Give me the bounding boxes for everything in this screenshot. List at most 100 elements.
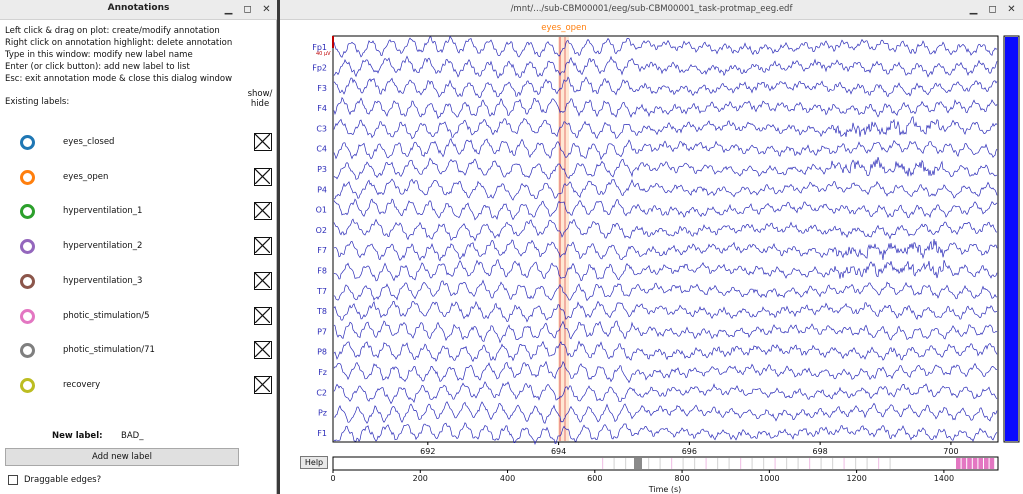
show-hide-checkbox[interactable] xyxy=(254,306,272,325)
show-hide-caption-line1: show/ xyxy=(247,89,273,99)
channel-label[interactable]: Fp1 xyxy=(312,43,327,52)
label-row: photic_stimulation/5 xyxy=(0,305,277,329)
channel-trace xyxy=(333,198,998,221)
overview-tick-label: 600 xyxy=(587,474,602,483)
channel-label[interactable]: C3 xyxy=(316,124,327,133)
overview-annotation-mark xyxy=(740,458,742,469)
label-color-icon[interactable] xyxy=(20,377,35,393)
overview-annotation-mark xyxy=(984,458,989,469)
overview-annotation-mark xyxy=(751,458,753,469)
overview-tick-label: 1000 xyxy=(759,474,779,483)
channel-trace xyxy=(333,157,998,180)
label-color-icon[interactable] xyxy=(20,308,35,324)
time-ticks: 692 694 696 698 700 xyxy=(420,442,959,456)
add-new-label-button[interactable]: Add new label xyxy=(5,448,239,466)
time-tick-label: 698 xyxy=(813,447,828,456)
overview-bar[interactable] xyxy=(332,456,999,471)
channel-label[interactable]: P3 xyxy=(317,165,327,174)
help-button[interactable]: Help xyxy=(300,456,328,469)
label-color-icon[interactable] xyxy=(20,135,35,150)
label-color-icon[interactable] xyxy=(20,343,35,359)
label-row: eyes_open xyxy=(0,166,277,190)
overview-annotation-mark xyxy=(671,458,673,469)
show-hide-checkbox[interactable] xyxy=(254,202,272,221)
new-label-caption: New label: xyxy=(52,431,103,441)
eeg-plot[interactable]: eyes_open 40 µV Fp1 Fp2 F3 F4 C3 C4 P3 P4 O1 O2 F7… xyxy=(280,20,1023,494)
channel-label[interactable]: O1 xyxy=(316,206,327,215)
minimize-icon[interactable]: ▁ xyxy=(969,4,978,15)
label-name: eyes_closed xyxy=(63,137,115,147)
channel-label[interactable]: F8 xyxy=(317,266,327,275)
channel-trace xyxy=(333,381,998,405)
close-icon[interactable]: ✕ xyxy=(262,4,271,15)
annotations-dialog: Annotations ▁ ◻ ✕ Left click & drag on p… xyxy=(0,0,277,494)
new-label-input[interactable]: BAD_ xyxy=(121,431,144,441)
overview-view-window[interactable] xyxy=(634,458,642,469)
overview-annotation-mark xyxy=(717,458,719,469)
channel-label[interactable]: O2 xyxy=(316,226,327,235)
label-color-icon[interactable] xyxy=(20,239,35,255)
channel-trace xyxy=(333,401,998,424)
channel-label[interactable]: C4 xyxy=(316,145,327,154)
overview-xlabel: Time (s) xyxy=(648,485,682,494)
channel-label[interactable]: F1 xyxy=(317,429,327,438)
maximize-icon[interactable]: ◻ xyxy=(243,4,252,15)
channel-label[interactable]: C2 xyxy=(316,388,327,397)
channel-label[interactable]: P4 xyxy=(317,185,327,194)
overview-tick-label: 0 xyxy=(330,474,335,483)
channel-label[interactable]: F3 xyxy=(317,84,327,93)
dialog-titlebar: Annotations ▁ ◻ ✕ xyxy=(0,0,277,20)
channel-trace xyxy=(333,138,998,161)
overview-annotation-mark xyxy=(978,458,983,469)
label-row: hyperventilation_3 xyxy=(0,270,277,294)
draggable-edges-checkbox[interactable] xyxy=(8,475,18,485)
eeg-traces xyxy=(333,35,998,446)
overview-annotation-mark xyxy=(648,458,650,469)
channel-label[interactable]: F7 xyxy=(317,246,327,255)
close-icon[interactable]: ✕ xyxy=(1007,4,1016,15)
channel-trace xyxy=(333,76,998,98)
label-row: hyperventilation_1 xyxy=(0,200,277,224)
channel-label[interactable]: Fp2 xyxy=(312,63,327,72)
instruction-line: Left click & drag on plot: create/modify… xyxy=(5,26,220,36)
channel-trace xyxy=(333,178,998,201)
channel-scrollbar-thumb[interactable] xyxy=(1005,37,1018,441)
scale-bar-label: 40 µV xyxy=(316,51,331,57)
show-hide-checkbox[interactable] xyxy=(254,167,272,186)
channel-label[interactable]: P8 xyxy=(317,348,327,357)
label-name: hyperventilation_3 xyxy=(63,275,143,286)
time-tick-label: 696 xyxy=(682,447,697,456)
channel-label[interactable]: P7 xyxy=(317,327,327,336)
overview-tick-label: 400 xyxy=(500,474,515,483)
show-hide-checkbox[interactable] xyxy=(254,133,272,151)
plot-frame xyxy=(332,35,999,443)
show-hide-checkbox[interactable] xyxy=(254,341,272,360)
label-color-icon[interactable] xyxy=(20,204,35,220)
browser-title: /mnt/.../sub-CBM00001/eeg/sub-CBM00001_t… xyxy=(510,4,793,14)
show-hide-checkbox[interactable] xyxy=(254,271,272,290)
minimize-icon[interactable]: ▁ xyxy=(224,4,233,15)
overview-annotation-mark xyxy=(972,458,978,469)
instruction-line: Right click on annotation highlight: del… xyxy=(5,38,233,48)
show-hide-checkbox[interactable] xyxy=(254,375,272,394)
overview-tick-label: 1200 xyxy=(846,474,866,483)
label-color-icon[interactable] xyxy=(20,273,35,289)
show-hide-checkbox[interactable] xyxy=(254,237,272,256)
channel-trace xyxy=(333,340,998,363)
label-color-icon[interactable] xyxy=(20,169,35,185)
label-row: hyperventilation_2 xyxy=(0,235,277,259)
overview-annotation-mark xyxy=(763,458,765,469)
channel-label[interactable]: T7 xyxy=(316,287,327,296)
channel-label[interactable]: T8 xyxy=(316,307,327,316)
overview-annotation-mark xyxy=(705,458,707,469)
channel-label[interactable]: Fz xyxy=(318,368,327,377)
instruction-line: Type in this window: modify new label na… xyxy=(5,50,193,60)
overview-annotation-mark xyxy=(989,458,995,469)
overview-annotation-mark xyxy=(659,458,661,469)
annotation-span-eyes-open[interactable] xyxy=(558,37,569,441)
existing-labels-caption: Existing labels: xyxy=(5,97,70,107)
show-hide-caption: show/ hide xyxy=(244,89,276,109)
channel-label[interactable]: F4 xyxy=(317,104,327,113)
channel-label[interactable]: Pz xyxy=(318,409,327,418)
maximize-icon[interactable]: ◻ xyxy=(988,4,997,15)
